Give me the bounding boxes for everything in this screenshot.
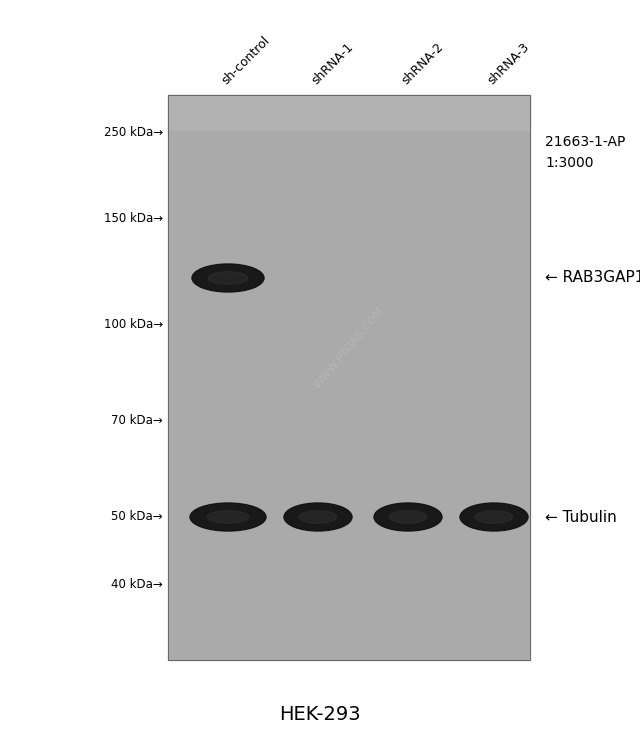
Ellipse shape — [460, 503, 528, 531]
Text: shRNA-1: shRNA-1 — [309, 40, 356, 87]
Ellipse shape — [476, 511, 513, 524]
Text: 21663-1-AP
1:3000: 21663-1-AP 1:3000 — [545, 135, 625, 170]
Text: 100 kDa→: 100 kDa→ — [104, 319, 163, 332]
Bar — [168, 95, 530, 660]
Text: 40 kDa→: 40 kDa→ — [111, 578, 163, 592]
Ellipse shape — [300, 511, 337, 524]
Text: shRNA-3: shRNA-3 — [485, 40, 532, 87]
Bar — [168, 95, 530, 129]
Text: 250 kDa→: 250 kDa→ — [104, 127, 163, 140]
Ellipse shape — [374, 503, 442, 531]
Text: ← Tubulin: ← Tubulin — [545, 509, 617, 524]
Text: HEK-293: HEK-293 — [279, 706, 361, 724]
Ellipse shape — [208, 272, 248, 284]
Text: shRNA-2: shRNA-2 — [399, 40, 445, 87]
Ellipse shape — [192, 264, 264, 292]
Ellipse shape — [207, 511, 249, 524]
Ellipse shape — [284, 503, 352, 531]
Ellipse shape — [389, 511, 427, 524]
Text: ← RAB3GAP1: ← RAB3GAP1 — [545, 271, 640, 286]
Text: WWW.PTGAB.COM: WWW.PTGAB.COM — [312, 305, 386, 390]
Bar — [168, 95, 530, 660]
Ellipse shape — [190, 503, 266, 531]
Text: sh-control: sh-control — [219, 34, 272, 87]
Text: 70 kDa→: 70 kDa→ — [111, 413, 163, 427]
Text: 50 kDa→: 50 kDa→ — [111, 511, 163, 524]
Text: 150 kDa→: 150 kDa→ — [104, 211, 163, 224]
